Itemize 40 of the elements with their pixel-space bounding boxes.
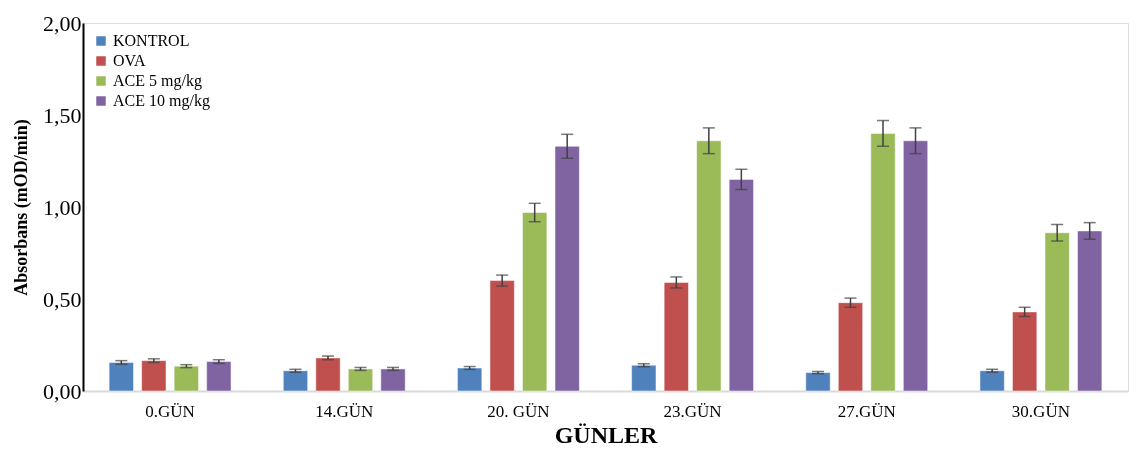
bar	[315, 357, 341, 392]
legend-label: ACE 10 mg/kg	[113, 92, 210, 110]
bar	[457, 367, 483, 392]
bar	[903, 140, 928, 392]
x-tick-label: 14.GÜN	[315, 401, 374, 421]
legend-label: ACE 5 mg/kg	[113, 72, 202, 90]
legend-label: OVA	[113, 52, 147, 69]
bar	[663, 282, 689, 392]
bar	[979, 370, 1005, 392]
y-tick-label: 1,00	[43, 194, 82, 220]
y-tick-label: 0,50	[43, 286, 82, 312]
x-tick-label: 27.GÜN	[837, 401, 896, 421]
bar	[1012, 311, 1038, 392]
bar	[206, 361, 232, 392]
bar	[1077, 230, 1103, 392]
bar	[348, 368, 373, 392]
bar	[173, 365, 199, 392]
x-tick-label: 23.GÜN	[663, 401, 722, 421]
bar	[522, 212, 548, 392]
bar	[141, 360, 167, 392]
bar	[554, 146, 580, 392]
bar	[805, 372, 831, 392]
y-tick-label: 0,00	[43, 378, 82, 404]
bar	[631, 364, 657, 392]
bar	[838, 302, 863, 392]
y-tick-label: 1,50	[43, 102, 82, 128]
x-tick-label: 30.GÜN	[1011, 401, 1070, 421]
bar	[728, 179, 754, 392]
y-tick-label: 2,00	[43, 10, 82, 36]
x-tick-label: 20. GÜN	[487, 401, 550, 421]
bar	[283, 370, 308, 392]
bar	[489, 280, 515, 392]
bar	[1044, 232, 1070, 392]
bar	[870, 133, 896, 392]
bar	[696, 140, 722, 392]
legend-label: KONTROL	[113, 32, 190, 49]
y-axis-title: Absorbans (mOD/min)	[11, 119, 32, 296]
bar	[380, 368, 406, 392]
x-axis-title: GÜNLER	[554, 421, 658, 448]
x-tick-label: 0.GÜN	[145, 401, 195, 421]
